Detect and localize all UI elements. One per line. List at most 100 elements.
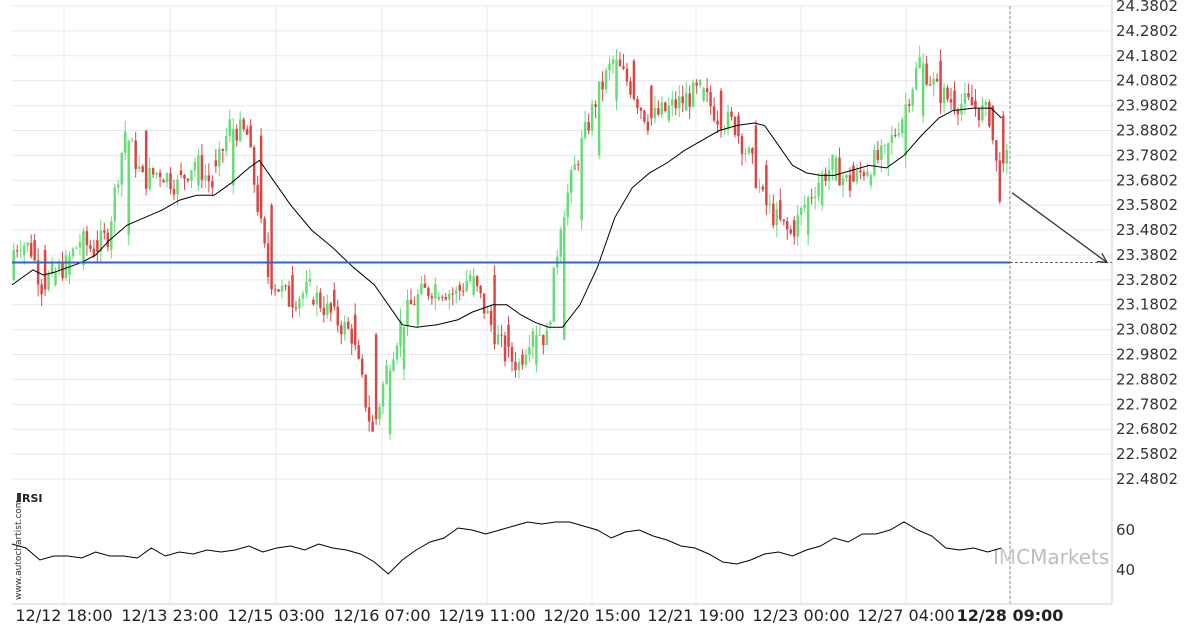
candle-down	[319, 292, 322, 308]
candle-up	[942, 87, 946, 104]
candle-up	[921, 63, 925, 116]
candle-down	[925, 63, 928, 85]
price-tick-label: 23.2802	[1116, 271, 1178, 289]
candle-up	[932, 78, 935, 85]
candle-down	[444, 297, 448, 300]
candle-down	[458, 284, 461, 291]
candle-down	[928, 84, 932, 86]
candle-down	[61, 263, 64, 278]
candle-down	[789, 229, 792, 234]
candle-up	[155, 172, 158, 175]
candle-down	[907, 104, 911, 106]
candle-up	[130, 140, 134, 142]
price-tick-label: 22.9802	[1116, 346, 1178, 364]
candle-down	[754, 125, 758, 188]
price-tick-label: 22.5802	[1116, 445, 1178, 463]
price-tick-label: 23.8802	[1116, 121, 1178, 139]
candle-down	[730, 111, 733, 117]
candle-up	[883, 145, 887, 147]
forecast-arrow	[1011, 192, 1109, 264]
candle-down	[1002, 115, 1005, 164]
candle-up	[834, 157, 838, 181]
candle-down	[346, 321, 350, 329]
candle-up	[468, 275, 472, 281]
candle-down	[475, 276, 479, 286]
candle-down	[183, 174, 186, 179]
candle-down	[284, 285, 287, 287]
candle-down	[622, 66, 625, 69]
candle-down	[772, 203, 775, 226]
price-tick-label: 23.6802	[1116, 171, 1178, 189]
candle-up	[78, 242, 82, 248]
candle-down	[336, 306, 340, 326]
candle-up	[698, 80, 702, 86]
candle-up	[517, 362, 521, 371]
candle-down	[374, 334, 378, 419]
candle-down	[852, 165, 855, 182]
candle-down	[144, 130, 148, 189]
candle-down	[639, 107, 643, 111]
candle-down	[371, 421, 374, 432]
candle-up	[566, 192, 569, 218]
candle-down	[40, 284, 43, 295]
candle-up	[545, 330, 549, 346]
candle-down	[716, 120, 719, 125]
candle-down	[988, 102, 991, 127]
candle-down	[935, 78, 939, 82]
candle-up	[120, 152, 123, 185]
candle-down	[360, 358, 364, 375]
candle-down	[636, 99, 639, 108]
candle-down	[151, 168, 155, 175]
candle-up	[190, 170, 193, 181]
candle-up	[486, 310, 489, 314]
candle-up	[806, 197, 810, 236]
candle-down	[235, 128, 238, 141]
price-tick-label: 23.0802	[1116, 321, 1178, 339]
candle-down	[629, 81, 632, 95]
price-tick-label: 24.0802	[1116, 72, 1178, 90]
candle-down	[207, 175, 211, 182]
candle-up	[127, 141, 130, 236]
candle-down	[266, 243, 270, 277]
candle-down	[688, 93, 691, 107]
candle-up	[448, 293, 451, 300]
candle-up	[228, 119, 232, 137]
candle-up	[113, 187, 117, 222]
candle-down	[461, 290, 465, 292]
candle-down	[350, 328, 353, 344]
candle-up	[1005, 150, 1009, 164]
candle-down	[953, 90, 956, 111]
candle-down	[162, 180, 165, 183]
candle-up	[758, 186, 761, 188]
candle-down	[587, 121, 590, 131]
candle-down	[221, 149, 225, 151]
candle-up	[873, 149, 876, 176]
candle-down	[259, 135, 263, 219]
candle-down	[270, 205, 273, 290]
candle-up	[392, 359, 395, 371]
candle-down	[576, 164, 580, 166]
candle-up	[402, 326, 406, 370]
candle-down	[765, 165, 768, 205]
candle-down	[214, 160, 218, 167]
candle-down	[294, 307, 298, 309]
candle-up	[238, 119, 242, 141]
candle-down	[423, 283, 427, 288]
candle-up	[611, 59, 615, 64]
candle-down	[664, 102, 667, 112]
candle-down	[409, 299, 413, 305]
price-tick-label: 23.3802	[1116, 246, 1178, 264]
candle-down	[29, 242, 33, 257]
candle-up	[280, 285, 284, 292]
time-tick-label: 12/15 03:00	[227, 606, 324, 625]
candle-down	[862, 172, 866, 176]
candle-down	[353, 314, 357, 345]
candle-up	[963, 93, 967, 104]
candle-up	[399, 320, 402, 347]
candle-down	[946, 87, 949, 100]
candle-down	[482, 293, 486, 314]
candle-up	[768, 203, 772, 205]
candle-up	[148, 168, 151, 189]
candle-down	[141, 166, 144, 173]
candle-up	[50, 262, 54, 274]
